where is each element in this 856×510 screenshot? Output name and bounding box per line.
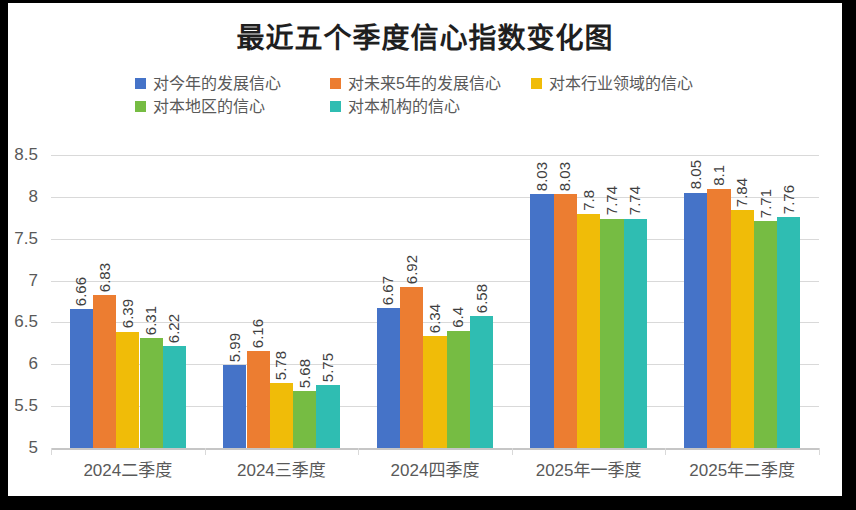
bar (377, 308, 400, 448)
legend-item: 对今年的发展信心 (135, 75, 281, 92)
bar (470, 316, 493, 448)
bar-value-label: 6.16 (250, 319, 266, 348)
category-boundary-tick (51, 448, 52, 455)
bar (754, 221, 777, 448)
bar-value-label: 7.84 (734, 178, 750, 207)
legend-item-label: 对本地区的信心 (153, 98, 265, 115)
bar (684, 193, 707, 448)
bar-value-label: 7.71 (758, 189, 774, 218)
bar-value-label: 8.1 (711, 165, 727, 186)
bar-value-label: 6.92 (404, 255, 420, 284)
bar-value-label: 6.67 (381, 276, 397, 305)
y-axis-tick-label: 6 (8, 354, 38, 374)
bar-value-label: 8.03 (557, 162, 573, 191)
x-axis-category-label: 2025年二季度 (662, 461, 822, 481)
legend-marker-swatch (135, 101, 146, 112)
y-axis-tick-label: 5 (8, 438, 38, 458)
chart-window: 最近五个季度信心指数变化图 对今年的发展信心 对未来5年的发展信心 对本行业领域的信… (0, 0, 856, 510)
y-axis-tick-label: 8.5 (8, 145, 38, 165)
bar-value-label: 5.78 (274, 351, 290, 380)
legend-item-label: 对本行业领域的信心 (549, 75, 693, 92)
legend-marker-swatch (330, 101, 341, 112)
bar (270, 383, 293, 448)
y-axis-tick-label: 7 (8, 271, 38, 291)
bar (400, 287, 423, 448)
legend-marker-swatch (330, 78, 341, 89)
x-axis-category-label: 2024二季度 (48, 461, 208, 481)
bar-value-label: 6.39 (120, 299, 136, 328)
category-boundary-tick (665, 448, 666, 455)
bar-value-label: 6.34 (427, 304, 443, 333)
bar (316, 385, 339, 448)
bar-value-label: 7.74 (627, 186, 643, 215)
x-axis-category-label: 2025年一季度 (509, 461, 669, 481)
bar-value-label: 6.22 (167, 314, 183, 343)
category-boundary-tick (512, 448, 513, 455)
chart-title: 最近五个季度信心指数变化图 (8, 16, 842, 56)
chart-canvas: 最近五个季度信心指数变化图 对今年的发展信心 对未来5年的发展信心 对本行业领域的信… (8, 3, 842, 496)
category-boundary-tick (358, 448, 359, 455)
bar-value-label: 6.58 (474, 284, 490, 313)
bar (247, 351, 270, 448)
legend-marker-swatch (531, 78, 542, 89)
legend-item: 对本行业领域的信心 (531, 75, 693, 92)
bar-value-label: 6.66 (73, 277, 89, 306)
bar (223, 365, 246, 448)
x-axis-category-label: 2024四季度 (355, 461, 515, 481)
bar-value-label: 8.03 (534, 162, 550, 191)
bar (293, 391, 316, 448)
x-axis-category-label: 2024三季度 (201, 461, 361, 481)
bar-value-label: 8.05 (688, 160, 704, 189)
y-axis-tick-label: 5.5 (8, 396, 38, 416)
bar (530, 194, 553, 448)
bar (624, 219, 647, 448)
bar (70, 309, 93, 448)
legend-item-label: 对未来5年的发展信心 (348, 75, 501, 92)
y-axis-tick-label: 6.5 (8, 312, 38, 332)
y-axis-tick-label: 7.5 (8, 229, 38, 249)
bar-value-label: 5.68 (297, 359, 313, 388)
legend-marker-swatch (135, 78, 146, 89)
bar-value-label: 7.74 (604, 186, 620, 215)
bar-value-label: 6.83 (97, 263, 113, 292)
category-boundary-tick (205, 448, 206, 455)
gridline (51, 155, 819, 156)
bar (577, 214, 600, 448)
bar (554, 194, 577, 448)
bar (707, 189, 730, 449)
legend-item-label: 对本机构的信心 (348, 98, 460, 115)
bar-value-label: 5.75 (320, 353, 336, 382)
bar (163, 346, 186, 448)
bar (777, 217, 800, 448)
bar (600, 219, 623, 448)
bar (93, 295, 116, 448)
category-boundary-tick (819, 448, 820, 455)
bar (423, 336, 446, 448)
y-axis-tick-label: 8 (8, 187, 38, 207)
legend-item-label: 对今年的发展信心 (153, 75, 281, 92)
bar (447, 331, 470, 448)
bar (140, 338, 163, 448)
legend-item: 对本机构的信心 (330, 98, 460, 115)
bar-value-label: 6.4 (450, 307, 466, 328)
bar-value-label: 6.31 (143, 306, 159, 335)
bar-value-label: 5.99 (227, 333, 243, 362)
bar (116, 332, 139, 448)
x-axis-line (51, 448, 819, 450)
bar-value-label: 7.8 (581, 190, 597, 211)
legend-item: 对未来5年的发展信心 (330, 75, 501, 92)
bar-value-label: 7.76 (781, 185, 797, 214)
legend-item: 对本地区的信心 (135, 98, 265, 115)
bar (731, 210, 754, 448)
